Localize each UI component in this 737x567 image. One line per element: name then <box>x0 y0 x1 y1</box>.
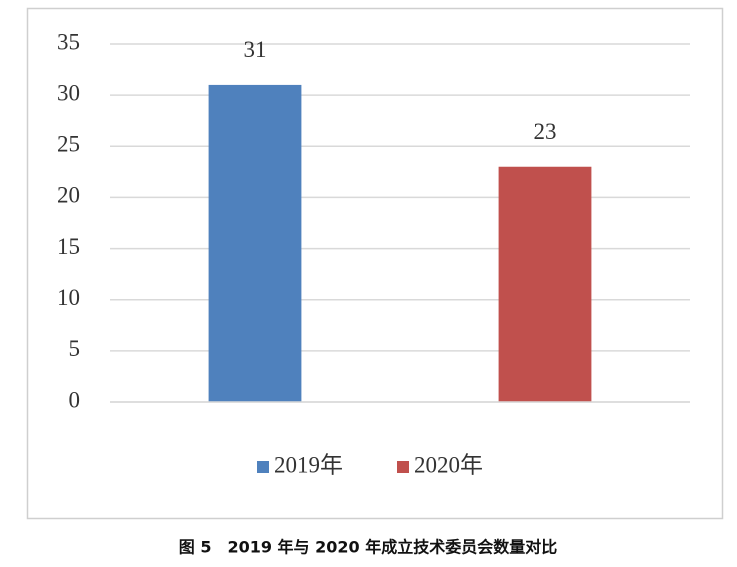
bar <box>498 166 592 402</box>
chart-title: 图 5 2019 年与 2020 年成立技术委员会数量对比 <box>179 538 557 557</box>
y-tick-label: 5 <box>69 336 81 361</box>
legend-swatch <box>397 461 409 473</box>
y-tick-label: 15 <box>57 234 80 259</box>
y-tick-label: 10 <box>57 285 80 310</box>
y-tick-label: 35 <box>57 29 80 54</box>
y-tick-label: 0 <box>69 387 81 412</box>
data-label: 23 <box>534 119 557 144</box>
legend-label: 2020年 <box>414 452 483 477</box>
bar <box>208 84 302 403</box>
y-tick-label: 25 <box>57 132 80 157</box>
y-tick-label: 30 <box>57 80 80 105</box>
legend-label: 2019年 <box>274 452 343 477</box>
data-label: 31 <box>244 37 267 62</box>
y-tick-label: 20 <box>57 183 80 208</box>
chart-frame <box>26 7 724 520</box>
legend-swatch <box>257 461 269 473</box>
